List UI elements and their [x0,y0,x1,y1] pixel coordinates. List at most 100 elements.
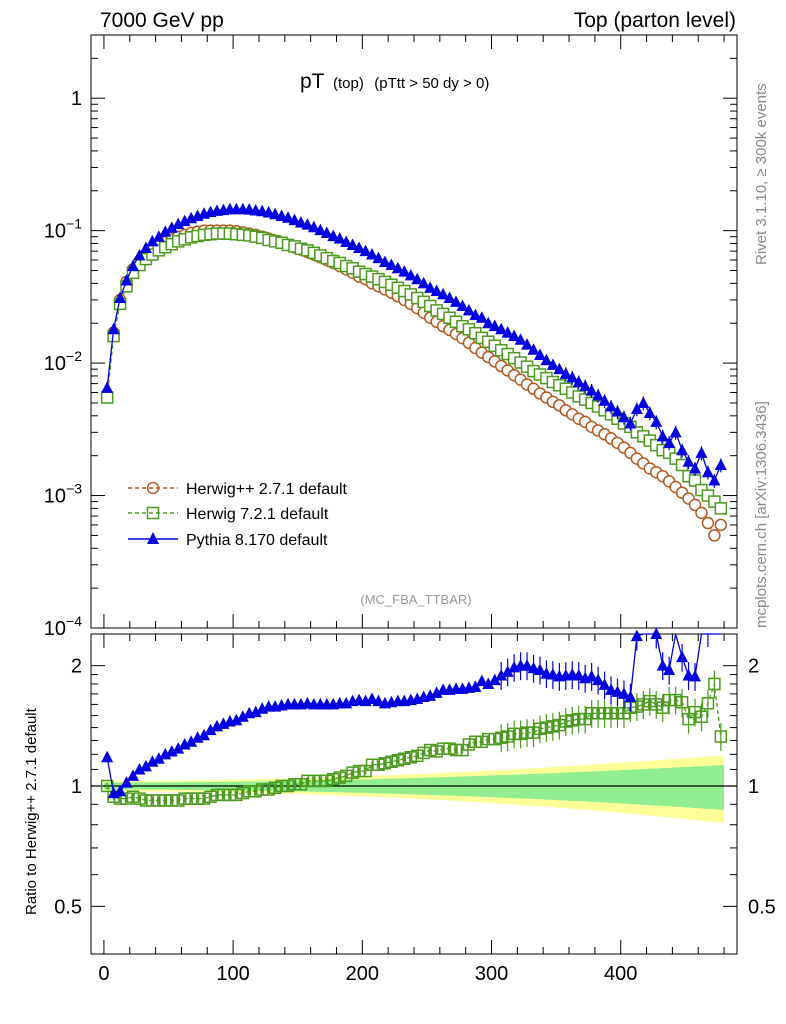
ratio-point-herwig7 [352,764,366,778]
ratio-point-herwig7 [494,731,508,745]
main-point-pythia [469,308,482,321]
main-point-pythia [107,322,120,335]
ratio-point-herwig7 [275,779,288,793]
main-point-pythia [682,455,695,467]
main-point-pythia [598,394,611,406]
ratio-point-herwig7 [165,794,178,807]
mcplots-label: mcplots.cern.ch [arXiv:1306.3436] [753,401,770,628]
ratio-point-herwig7 [346,766,359,779]
main-point-pythia [605,400,618,412]
ratio-point-pythia [469,680,482,692]
ratio-point-herwig7 [669,693,682,707]
main-point-pythia [462,303,475,316]
main-point-pythia [611,405,624,417]
legend-entry-pythia: Pythia 8.170 default [128,532,328,549]
main-point-pythia [385,258,398,271]
ratio-xtick-label: 300 [475,963,508,985]
main-point-pythia [559,367,572,379]
main-axis-ticks: 1 10−1 10−2 10−3 10−4 [44,34,737,640]
ratio-ytick-label: 1 [71,776,82,798]
ratio-point-herwig7 [398,752,411,765]
main-point-herwigpp [688,498,702,512]
main-point-pythia [101,381,114,393]
main-point-pythia [152,230,165,242]
ratio-point-pythia [656,659,669,671]
ratio-point-herwig7 [675,695,689,709]
main-point-herwig7 [714,502,728,515]
ratio-point-herwig7 [365,758,379,772]
main-point-pythia [514,333,527,345]
ratio-point-pythia [114,784,127,797]
ratio-point-pythia [572,668,585,681]
main-point-pythia [475,311,488,323]
ratio-point-herwig7 [643,694,657,708]
ratio-point-pythia [430,686,443,698]
main-point-pythia [307,220,320,233]
ratio-point-pythia [198,728,211,741]
main-point-herwig7 [708,495,721,508]
ratio-series-group [100,627,728,807]
ratio-point-herwig7 [572,712,585,726]
main-point-pythia [320,226,333,238]
ratio-point-pythia [488,673,501,686]
ratio-xtick-label: 0 [98,963,109,985]
main-point-pythia [114,291,127,304]
ratio-point-herwig7 [423,743,437,757]
ratio-point-herwig7 [650,698,663,711]
ratio-point-pythia [592,673,605,686]
main-point-pythia [488,319,501,332]
main-point-pythia [546,358,559,370]
ratio-point-herwig7 [159,794,172,807]
analysis-tag: (MC_FBA_TTBAR) [360,592,471,607]
main-point-pythia [656,429,669,442]
main-point-pythia [366,248,379,260]
ratio-point-pythia [139,759,152,772]
main-ytick-label: 1 [71,88,82,110]
main-point-pythia [572,375,585,387]
main-point-herwigpp [708,529,721,542]
ratio-point-herwig7 [230,788,243,802]
main-ytick-label: 10−3 [44,481,82,508]
ratio-ytick-label: 0.5 [54,896,82,918]
ratio-point-herwig7 [210,788,224,802]
main-point-pythia [482,316,495,329]
ratio-point-herwig7 [378,757,392,770]
ratio-point-herwig7 [695,710,708,724]
legend-label-pythia: Pythia 8.170 default [186,532,328,549]
ratio-point-pythia [236,710,249,722]
ratio-point-herwig7 [294,778,308,791]
ratio-point-pythia [585,669,598,682]
main-ytick-label: 10−4 [44,613,82,640]
main-point-herwig7 [669,452,682,465]
main-point-pythia [126,259,139,272]
ratio-point-herwig7 [288,778,301,791]
main-title: pT (top) (pTtt > 50 dy > 0) [300,70,489,93]
ratio-point-herwig7 [688,705,702,719]
ratio-point-herwig7 [591,707,605,720]
main-point-pythia [643,406,656,418]
main-point-pythia [404,268,417,281]
ratio-ytick-label-right: 1 [748,776,759,798]
ratio-point-pythia [689,669,702,682]
ratio-point-pythia [495,668,508,681]
main-point-pythia [708,473,721,486]
main-point-pythia [579,379,592,392]
main-point-pythia [533,348,546,361]
ratio-point-pythia [424,689,437,701]
header-left: 7000 GeV pp [100,9,224,32]
ratio-point-pythia [521,659,534,671]
ratio-point-herwig7 [184,792,198,805]
ratio-point-herwig7 [391,753,405,767]
ratio-point-herwig7 [630,700,644,713]
legend-marker-herwig7 [146,506,160,520]
ratio-point-herwig7 [236,786,250,800]
ratio-point-pythia [482,677,495,689]
ratio-point-herwig7 [662,693,676,707]
ratio-point-herwig7 [223,788,237,802]
ratio-point-herwig7 [559,715,573,728]
main-line-series-1 [106,232,722,509]
main-point-pythia [669,425,682,438]
ratio-point-herwig7 [533,722,547,736]
ratio-point-pythia [152,752,165,764]
main-point-pythia [592,388,605,401]
